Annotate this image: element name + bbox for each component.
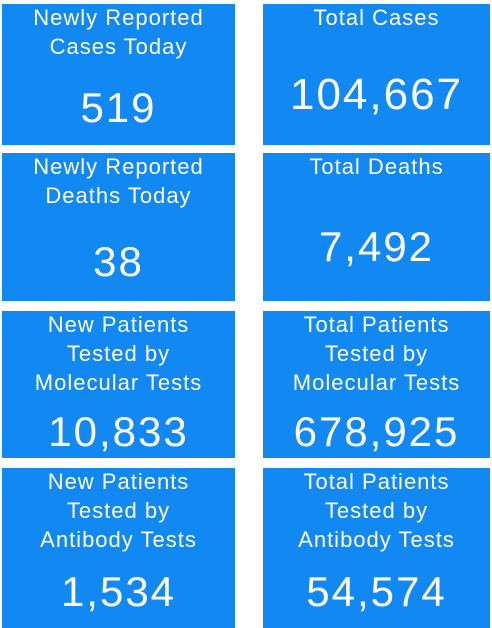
tile-label: Antibody Tests [40, 527, 197, 552]
tile-value: 10,833 [48, 408, 189, 455]
tile-label: Newly Reported [33, 154, 204, 179]
tile-label: Total Patients [303, 312, 450, 337]
tile-label: Cases Today [49, 34, 188, 59]
tile-value: 519 [80, 84, 157, 131]
stat-tile: New Patients Tested by Molecular Tests 10,8… [2, 311, 235, 458]
tile-value: 38 [93, 238, 144, 285]
tile-label: Total Patients [303, 469, 450, 494]
tile-label: New Patients [47, 312, 190, 337]
tile-label: Tested by [324, 498, 429, 523]
stat-tile: Newly Reported Cases Today 519 [2, 4, 235, 145]
stat-tile: New Patients Tested by Antibody Tests 1,534 [2, 468, 235, 628]
tile-label: Molecular Tests [292, 370, 461, 395]
tile-label: Newly Reported [33, 5, 204, 30]
tile-label: Molecular Tests [34, 370, 203, 395]
tile-label: Deaths Today [45, 183, 192, 208]
tile-label: Total Deaths [309, 154, 444, 179]
tile-label: Antibody Tests [298, 527, 455, 552]
tile-label: Tested by [324, 341, 429, 366]
tile-value: 7,492 [318, 223, 435, 270]
stat-tile: Total Deaths 7,492 [263, 153, 490, 301]
tile-value: 1,534 [60, 568, 177, 615]
tile-value: 104,667 [289, 70, 464, 119]
stat-tile: Total Patients Tested by Molecular Tests 67… [263, 311, 490, 458]
stat-tile: Total Cases 104,667 [263, 4, 490, 145]
stat-tile: Newly Reported Deaths Today 38 [2, 153, 235, 301]
tile-label: New Patients [47, 469, 190, 494]
tile-label: Total Cases [313, 5, 440, 30]
stat-tile: Total Patients Tested by Antibody Tests 54,… [263, 468, 490, 628]
tile-value: 54,574 [306, 568, 447, 615]
tile-label: Tested by [66, 498, 171, 523]
tile-label: Tested by [66, 341, 171, 366]
tile-value: 678,925 [293, 408, 460, 455]
